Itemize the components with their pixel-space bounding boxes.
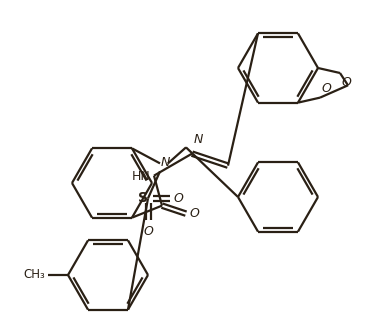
Text: HN: HN (132, 170, 151, 183)
Text: S: S (138, 191, 148, 205)
Text: O: O (342, 76, 352, 89)
Text: O: O (143, 225, 153, 238)
Text: O: O (173, 192, 183, 205)
Text: O: O (189, 207, 199, 220)
Text: CH₃: CH₃ (23, 268, 45, 282)
Text: N: N (194, 133, 203, 146)
Text: N: N (161, 156, 170, 169)
Text: O: O (322, 82, 332, 95)
